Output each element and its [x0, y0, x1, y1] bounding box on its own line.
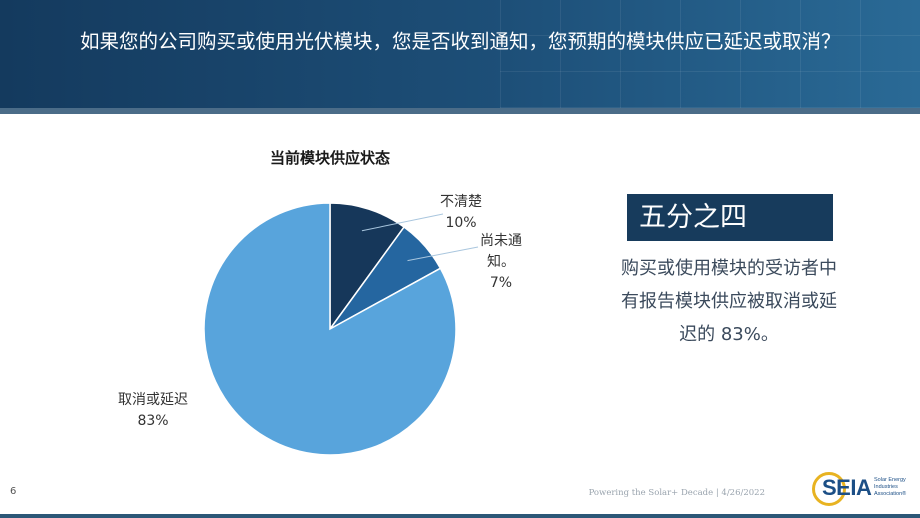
leader-line: [361, 213, 444, 232]
slice-value-not-notified: 7%: [489, 275, 513, 291]
slice-value-unclear: 10%: [445, 215, 477, 231]
logo-subtitle: Solar Energy Industries Association®: [874, 477, 907, 497]
seia-logo: SEIA Solar Energy Industries Association…: [810, 470, 914, 510]
slice-label-not-notified: 尚未通知。 7%: [478, 231, 524, 294]
slice-name-unclear: 不清楚: [440, 194, 482, 210]
callout-headline: 五分之四: [627, 194, 833, 241]
footer-divider: [0, 514, 920, 518]
logo-wordmark: SEIA: [822, 475, 872, 500]
pie-slice-cancelled: [203, 202, 457, 456]
slice-name-not-notified: 尚未通知。: [480, 233, 522, 270]
slice-value-cancelled: 83%: [137, 413, 169, 429]
slice-label-cancelled: 取消或延迟 83%: [118, 390, 188, 432]
leader-line: [407, 246, 479, 262]
slice-label-unclear: 不清楚 10%: [440, 192, 482, 234]
header-grid-decoration: [500, 0, 920, 108]
chart-title: 当前模块供应状态: [269, 149, 390, 167]
pie-slice-unclear: [329, 202, 406, 332]
callout-text: 购买或使用模块的受访者中有报告模块供应被取消或延迟的 83%。: [621, 258, 837, 345]
slice-name-cancelled: 取消或延迟: [118, 392, 188, 408]
page-number: 6: [10, 486, 17, 497]
sun-ring-icon: [812, 472, 846, 506]
slide-title: 如果您的公司购买或使用光伏模块，您是否收到通知，您预期的模块供应已延迟或取消？: [80, 30, 841, 53]
slide-header: 如果您的公司购买或使用光伏模块，您是否收到通知，您预期的模块供应已延迟或取消？: [0, 0, 920, 108]
header-divider: [0, 108, 920, 114]
footer-text: Powering the Solar+ Decade | 4/26/2022: [588, 488, 765, 498]
